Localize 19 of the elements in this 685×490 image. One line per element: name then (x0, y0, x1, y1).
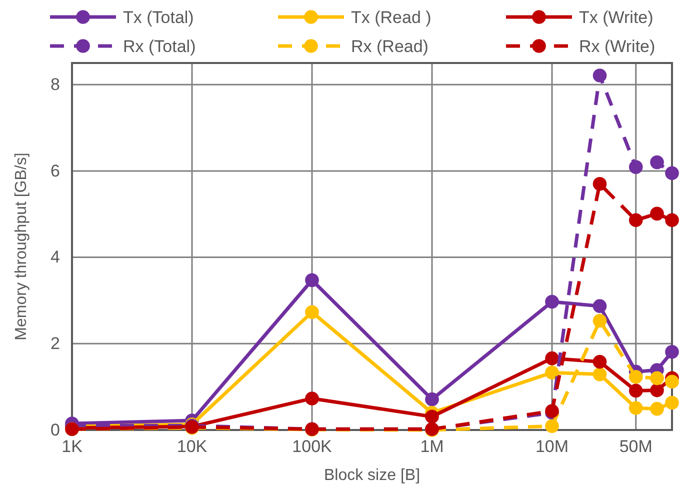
legend-label: Tx (Total) (123, 8, 194, 27)
x-tick-label: 1M (420, 437, 444, 456)
y-tick-label: 0 (50, 420, 60, 440)
x-tick-label: 50M (619, 437, 652, 456)
x-tick-label: 10K (176, 437, 208, 456)
y-tick-label: 6 (50, 161, 60, 180)
x-axis-title: Block size [B] (324, 467, 420, 484)
y-tick-label: 2 (50, 334, 60, 354)
legend-label: Tx (Read ) (351, 8, 432, 27)
y-tick-label: 4 (50, 248, 60, 267)
x-tick-label: 1K (62, 437, 84, 456)
legend-label: Rx (Write) (579, 37, 656, 56)
legend-label: Tx (Write) (579, 8, 654, 27)
x-tick-label: 100K (292, 437, 333, 456)
x-tick-label: 10M (535, 437, 569, 456)
legend-label: Rx (Read) (351, 37, 428, 56)
legend-label: Rx (Total) (123, 37, 196, 56)
y-tick-label: 8 (50, 75, 60, 94)
y-axis-title: Memory throughput [GB/s] (13, 152, 30, 340)
